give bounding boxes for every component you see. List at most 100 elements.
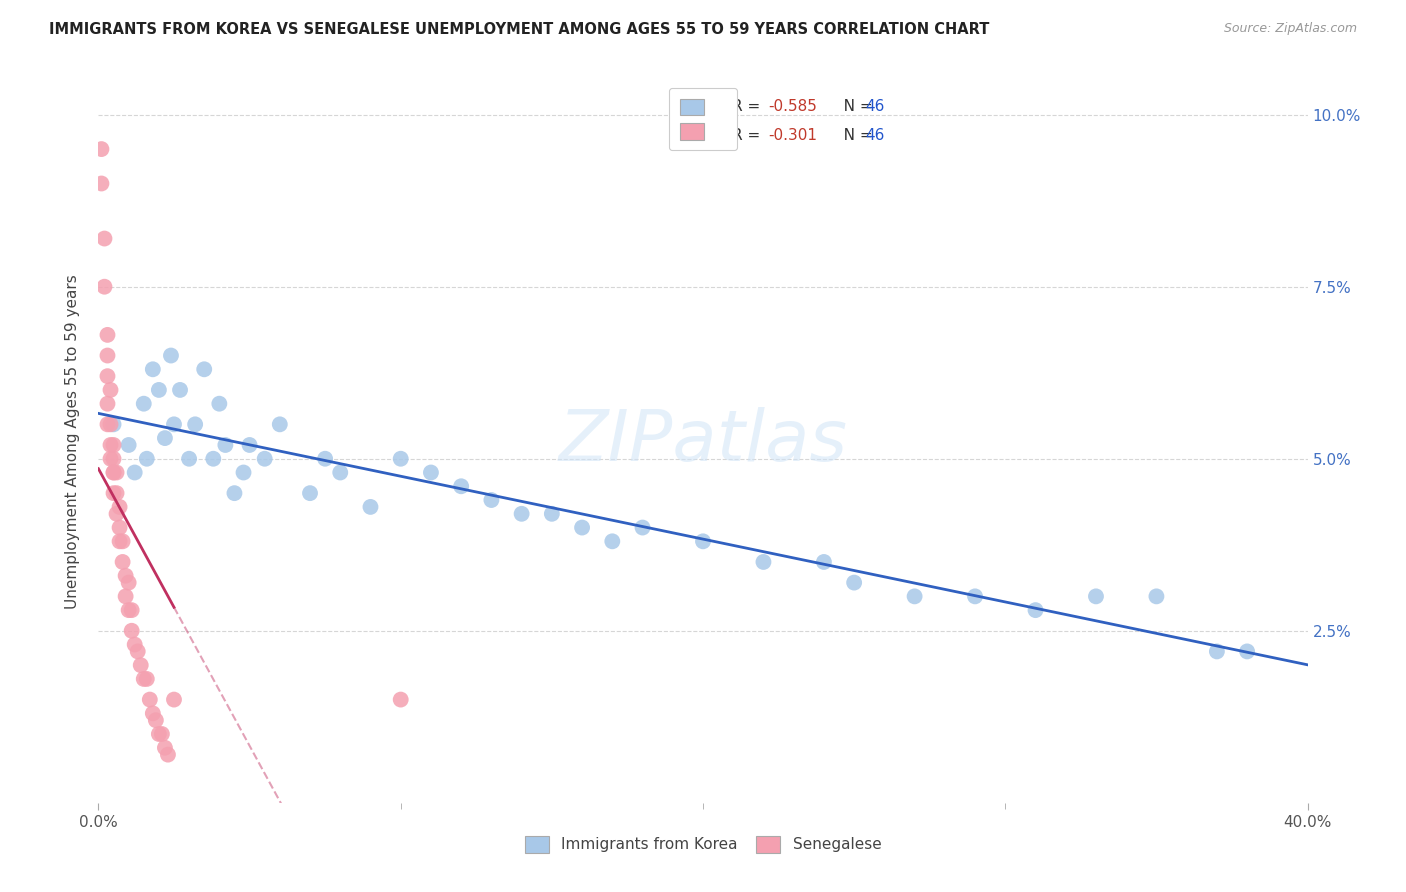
Point — [103, 486, 125, 500]
Point — [100, 451, 122, 466]
Point — [121, 624, 143, 638]
Point — [239, 438, 262, 452]
Point — [90, 177, 112, 191]
Point — [329, 466, 352, 480]
Point — [179, 451, 201, 466]
Point — [153, 431, 176, 445]
Point — [202, 451, 225, 466]
Point — [105, 486, 128, 500]
Point — [813, 555, 835, 569]
Point — [96, 397, 118, 411]
Point — [135, 451, 157, 466]
Point — [214, 438, 236, 452]
Point — [132, 672, 155, 686]
Point — [360, 500, 382, 514]
Point — [103, 466, 125, 480]
Point — [118, 575, 141, 590]
Point — [142, 362, 165, 376]
Point — [124, 638, 146, 652]
Text: -0.301: -0.301 — [768, 128, 817, 143]
Point — [631, 520, 654, 534]
Point — [420, 466, 443, 480]
Point — [389, 692, 412, 706]
Point — [148, 383, 170, 397]
Point — [1085, 590, 1108, 604]
Text: N =: N = — [828, 128, 877, 143]
Point — [184, 417, 207, 432]
Point — [481, 493, 503, 508]
Point — [124, 466, 146, 480]
Point — [103, 451, 125, 466]
Point — [96, 417, 118, 432]
Point — [965, 590, 987, 604]
Point — [148, 727, 170, 741]
Text: -0.585: -0.585 — [768, 99, 817, 114]
Point — [103, 417, 125, 432]
Point — [602, 534, 624, 549]
Point — [96, 327, 118, 342]
Text: R =: R = — [733, 99, 765, 114]
Point — [269, 417, 291, 432]
Point — [169, 383, 191, 397]
Point — [90, 142, 112, 156]
Point — [510, 507, 533, 521]
Text: R =: R = — [733, 128, 765, 143]
Point — [232, 466, 254, 480]
Legend: Immigrants from Korea, Senegalese: Immigrants from Korea, Senegalese — [517, 829, 889, 860]
Point — [163, 692, 186, 706]
Point — [93, 231, 115, 245]
Point — [108, 500, 131, 514]
Point — [114, 590, 136, 604]
Point — [1024, 603, 1046, 617]
Point — [844, 575, 866, 590]
Text: 46: 46 — [865, 128, 884, 143]
Point — [108, 534, 131, 549]
Text: Source: ZipAtlas.com: Source: ZipAtlas.com — [1223, 22, 1357, 36]
Point — [103, 438, 125, 452]
Point — [253, 451, 276, 466]
Point — [139, 692, 162, 706]
Point — [904, 590, 927, 604]
Point — [692, 534, 714, 549]
Point — [108, 520, 131, 534]
Point — [96, 349, 118, 363]
Point — [540, 507, 562, 521]
Text: ZIPatlas: ZIPatlas — [558, 407, 848, 476]
Point — [156, 747, 179, 762]
Point — [571, 520, 593, 534]
Point — [142, 706, 165, 721]
Point — [153, 740, 176, 755]
Text: IMMIGRANTS FROM KOREA VS SENEGALESE UNEMPLOYMENT AMONG AGES 55 TO 59 YEARS CORRE: IMMIGRANTS FROM KOREA VS SENEGALESE UNEM… — [49, 22, 990, 37]
Point — [114, 568, 136, 582]
Point — [208, 397, 231, 411]
Point — [93, 279, 115, 293]
Point — [1236, 644, 1258, 658]
Point — [135, 672, 157, 686]
Point — [314, 451, 336, 466]
Text: N =: N = — [828, 99, 877, 114]
Point — [100, 383, 122, 397]
Point — [1206, 644, 1229, 658]
Point — [111, 555, 134, 569]
Point — [100, 417, 122, 432]
Point — [111, 534, 134, 549]
Point — [127, 644, 149, 658]
Point — [96, 369, 118, 384]
Point — [150, 727, 173, 741]
Point — [193, 362, 215, 376]
Point — [160, 349, 183, 363]
Point — [450, 479, 472, 493]
Point — [100, 438, 122, 452]
Point — [132, 397, 155, 411]
Point — [299, 486, 322, 500]
Point — [389, 451, 412, 466]
Point — [129, 658, 152, 673]
Point — [103, 466, 125, 480]
Point — [105, 507, 128, 521]
Point — [163, 417, 186, 432]
Point — [118, 603, 141, 617]
Y-axis label: Unemployment Among Ages 55 to 59 years: Unemployment Among Ages 55 to 59 years — [65, 274, 80, 609]
Text: 46: 46 — [865, 99, 884, 114]
Point — [121, 603, 143, 617]
Point — [224, 486, 246, 500]
